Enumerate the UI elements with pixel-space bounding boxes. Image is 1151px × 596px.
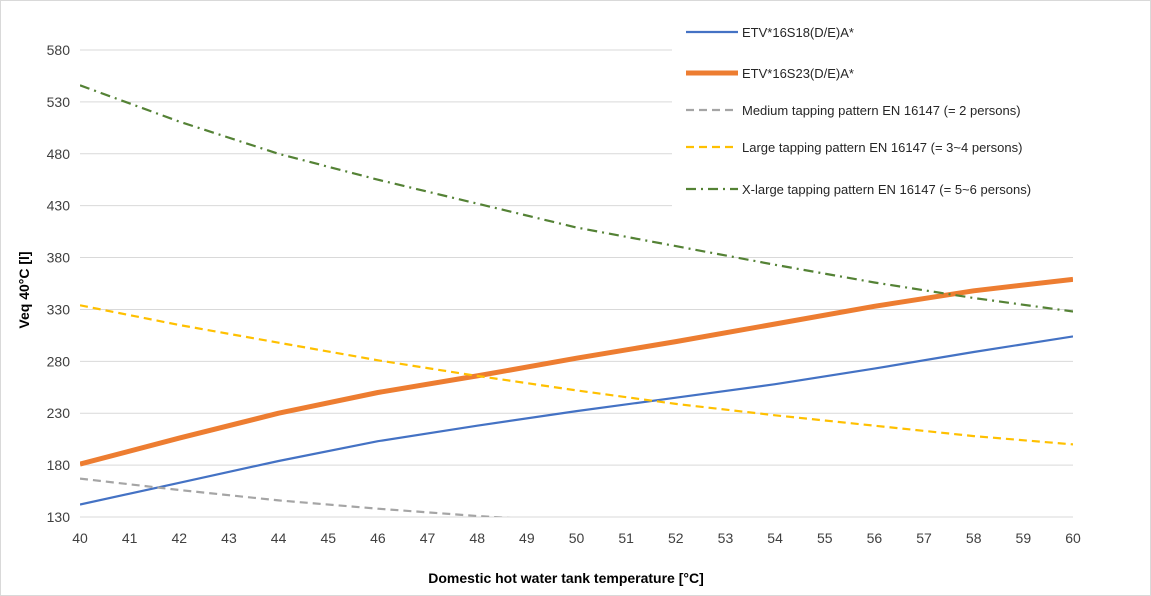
x-tick-label: 54 — [767, 530, 783, 546]
legend-label-1: ETV*16S23(D/E)A* — [742, 66, 854, 81]
x-tick-label: 41 — [122, 530, 138, 546]
y-tick-label: 480 — [47, 146, 71, 162]
y-axis-title: Veq 40°C [l] — [16, 251, 32, 328]
x-tick-label: 47 — [420, 530, 436, 546]
x-tick-label: 53 — [718, 530, 734, 546]
x-tick-label: 42 — [172, 530, 188, 546]
y-tick-label: 230 — [47, 405, 71, 421]
legend-label-4: X-large tapping pattern EN 16147 (= 5~6 … — [742, 182, 1031, 197]
x-tick-label: 49 — [519, 530, 535, 546]
series-layer — [80, 84, 1073, 517]
y-tick-label: 330 — [47, 301, 71, 317]
x-tick-label: 50 — [569, 530, 585, 546]
series-line-3 — [80, 304, 1073, 446]
y-tick-label: 580 — [47, 42, 71, 58]
series-line-0 — [80, 335, 1073, 506]
x-tick-label: 45 — [320, 530, 336, 546]
series-line-2 — [80, 477, 511, 517]
y-tick-label: 180 — [47, 457, 71, 473]
series-line-1 — [80, 276, 1073, 467]
y-tick-label: 130 — [47, 509, 71, 525]
y-axis-ticks: 130 180 230 280 330 380 430 480 530 580 — [47, 42, 71, 525]
y-tick-label: 530 — [47, 94, 71, 110]
legend-label-0: ETV*16S18(D/E)A* — [742, 25, 854, 40]
x-axis-title: Domestic hot water tank temperature [°C] — [428, 570, 704, 586]
x-tick-label: 56 — [867, 530, 883, 546]
y-tick-label: 380 — [47, 250, 71, 266]
x-tick-label: 58 — [966, 530, 982, 546]
legend: ETV*16S18(D/E)A* ETV*16S23(D/E)A* Medium t… — [686, 25, 1031, 197]
x-axis-ticks: 40 41 42 43 44 45 46 47 48 49 50 51 52 53 54 55 56 57 58 59… — [72, 530, 1081, 546]
x-tick-label: 44 — [271, 530, 287, 546]
legend-background — [672, 16, 1134, 212]
x-tick-label: 52 — [668, 530, 684, 546]
x-tick-label: 43 — [221, 530, 237, 546]
y-tick-label: 430 — [47, 198, 71, 214]
legend-label-3: Large tapping pattern EN 16147 (= 3~4 pe… — [742, 140, 1022, 155]
x-tick-label: 57 — [916, 530, 932, 546]
x-tick-label: 40 — [72, 530, 88, 546]
x-tick-label: 59 — [1016, 530, 1032, 546]
x-tick-label: 46 — [370, 530, 386, 546]
x-tick-label: 48 — [469, 530, 485, 546]
x-tick-label: 60 — [1065, 530, 1081, 546]
legend-label-2: Medium tapping pattern EN 16147 (= 2 per… — [742, 103, 1021, 118]
x-tick-label: 51 — [618, 530, 634, 546]
y-tick-label: 280 — [47, 353, 71, 369]
x-tick-label: 55 — [817, 530, 833, 546]
